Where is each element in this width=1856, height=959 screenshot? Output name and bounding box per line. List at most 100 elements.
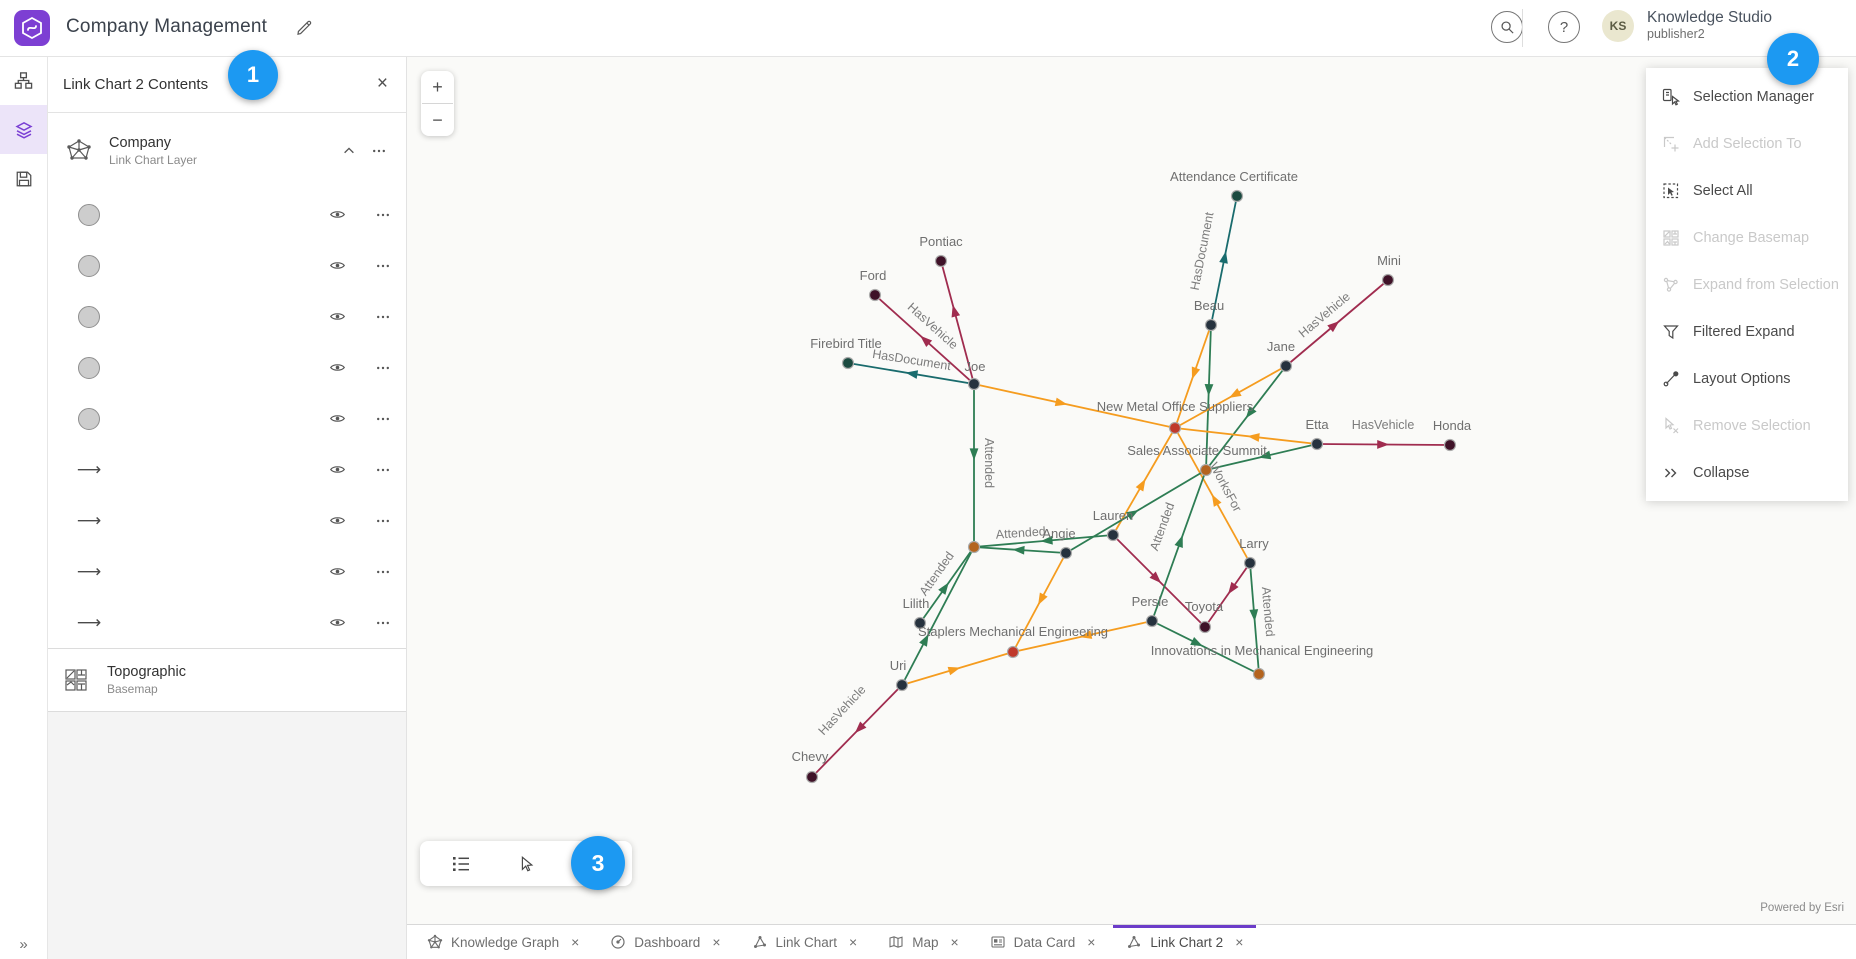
rail-schema-button[interactable] (0, 56, 47, 105)
item-options-button[interactable] (360, 207, 406, 223)
graph-node-ford[interactable] (868, 288, 882, 302)
node-label-uri: Uri (890, 658, 907, 673)
close-tab-button[interactable]: × (950, 934, 959, 950)
menu-item-selection-manager[interactable]: Selection Manager (1646, 73, 1848, 120)
layer-item-hasvehicle[interactable]: ⟶ (47, 444, 406, 495)
avatar[interactable]: KS (1602, 10, 1634, 42)
graph-node-firebird[interactable] (841, 356, 855, 370)
edge-hasvehicle[interactable] (1204, 562, 1251, 628)
edit-title-button[interactable] (292, 16, 316, 40)
menu-item-layout-options[interactable]: Layout Options (1646, 355, 1848, 402)
account-info[interactable]: Knowledge Studio publisher2 (1647, 8, 1772, 43)
edge-arrowhead (1258, 450, 1272, 460)
tab-dashboard[interactable]: Dashboard × (597, 925, 733, 959)
menu-item-filtered-expand[interactable]: Filtered Expand (1646, 308, 1848, 355)
menu-item-select-all[interactable]: Select All (1646, 167, 1848, 214)
tab-link-chart-2[interactable]: Link Chart 2 × (1113, 925, 1257, 959)
tab-map[interactable]: Map × (875, 925, 971, 959)
toggle-visibility-button[interactable] (314, 359, 360, 376)
graph-node-conf2[interactable] (967, 540, 981, 554)
graph-node-honda[interactable] (1443, 438, 1457, 452)
close-tab-button[interactable]: × (712, 934, 721, 950)
edge-attended[interactable] (901, 546, 975, 686)
graph-node-toyota[interactable] (1198, 620, 1212, 634)
toggle-visibility-button[interactable] (314, 410, 360, 427)
help-button[interactable]: ? (1548, 11, 1580, 43)
close-tab-button[interactable]: × (1087, 934, 1096, 950)
toggle-visibility-button[interactable] (314, 512, 360, 529)
layer-item-attended[interactable]: ⟶ (47, 546, 406, 597)
layer-item-worksfor[interactable]: ⟶ (47, 495, 406, 546)
layer-item-company[interactable] (47, 189, 406, 240)
graph-node-innovations[interactable] (1252, 667, 1266, 681)
graph-node-persie[interactable] (1145, 614, 1159, 628)
graph-node-etta[interactable] (1310, 437, 1324, 451)
close-panel-button[interactable]: × (376, 73, 388, 94)
edge-worksfor[interactable] (973, 383, 1176, 429)
graph-node-jane[interactable] (1279, 359, 1293, 373)
item-options-button[interactable] (360, 360, 406, 376)
edge-worksfor[interactable] (1174, 427, 1318, 445)
layer-item-person[interactable] (47, 393, 406, 444)
edge-arrowhead (1135, 478, 1146, 492)
zoom-out-button[interactable]: − (432, 109, 443, 130)
item-options-button[interactable] (360, 411, 406, 427)
toggle-visibility-button[interactable] (314, 257, 360, 274)
graph-node-beau[interactable] (1204, 318, 1218, 332)
graph-node-lauren[interactable] (1106, 528, 1120, 542)
link-chart-graph[interactable]: HasVehicleHasDocumentAttendedHasDocument… (406, 56, 1856, 922)
ellipsis-icon (377, 468, 389, 471)
graph-node-chevy[interactable] (805, 770, 819, 784)
toggle-visibility-button[interactable] (314, 614, 360, 631)
close-tab-button[interactable]: × (571, 934, 580, 950)
legend-button[interactable] (444, 847, 478, 881)
tab-data-card[interactable]: Data Card × (977, 925, 1109, 959)
layer-item-hasdocument[interactable]: ⟶ (47, 597, 406, 648)
toggle-visibility-button[interactable] (314, 563, 360, 580)
graph-node-staplers[interactable] (1006, 645, 1020, 659)
graph-node-lilith[interactable] (913, 616, 927, 630)
graph-node-newmetal[interactable] (1168, 421, 1182, 435)
layer-item-conference[interactable] (47, 291, 406, 342)
item-options-button[interactable] (360, 258, 406, 274)
graph-node-cert[interactable] (1230, 189, 1244, 203)
item-options-button[interactable] (360, 309, 406, 325)
menu-item-collapse[interactable]: Collapse (1646, 449, 1848, 496)
tab-link-chart[interactable]: Link Chart × (739, 925, 871, 959)
graph-node-pontiac[interactable] (934, 254, 948, 268)
zoom-in-button[interactable]: + (432, 76, 443, 97)
link-chart-canvas[interactable]: HasVehicle HasDocument Attended HasDocument… (406, 56, 1856, 959)
search-button[interactable] (1491, 11, 1523, 43)
graph-node-mini[interactable] (1381, 273, 1395, 287)
close-tab-button[interactable]: × (849, 934, 858, 950)
layer-group-options-button[interactable] (364, 143, 394, 159)
edge-attended[interactable] (1151, 620, 1260, 675)
pointer-button[interactable] (509, 847, 543, 881)
collapse-group-button[interactable] (334, 144, 364, 158)
graph-node-angie[interactable] (1059, 546, 1073, 560)
rail-layers-button[interactable] (0, 105, 47, 154)
rail-save-button[interactable] (0, 154, 47, 203)
item-options-button[interactable] (360, 513, 406, 529)
edge-attended[interactable] (1205, 324, 1212, 471)
tab-knowledge-graph[interactable]: Knowledge Graph × (414, 925, 592, 959)
layer-item-document[interactable] (47, 240, 406, 291)
toggle-visibility-button[interactable] (314, 461, 360, 478)
layer-item-vehicle[interactable] (47, 342, 406, 393)
close-tab-button[interactable]: × (1235, 934, 1244, 950)
expand-rail-button[interactable]: » (19, 936, 28, 953)
edge-hasvehicle[interactable] (940, 260, 975, 385)
item-options-button[interactable] (360, 564, 406, 580)
node-label-beau: Beau (1194, 298, 1224, 313)
toggle-visibility-button[interactable] (314, 308, 360, 325)
graph-node-uri[interactable] (895, 678, 909, 692)
item-options-button[interactable] (360, 615, 406, 631)
app-logo-icon[interactable] (14, 10, 50, 46)
item-options-button[interactable] (360, 462, 406, 478)
basemap-row[interactable]: Topographic Basemap (47, 648, 406, 711)
graph-node-larry[interactable] (1243, 556, 1257, 570)
graph-node-joe[interactable] (967, 377, 981, 391)
graph-node-summit[interactable] (1199, 463, 1213, 477)
toggle-visibility-button[interactable] (314, 206, 360, 223)
layer-group-header[interactable]: Company Link Chart Layer (47, 113, 406, 189)
